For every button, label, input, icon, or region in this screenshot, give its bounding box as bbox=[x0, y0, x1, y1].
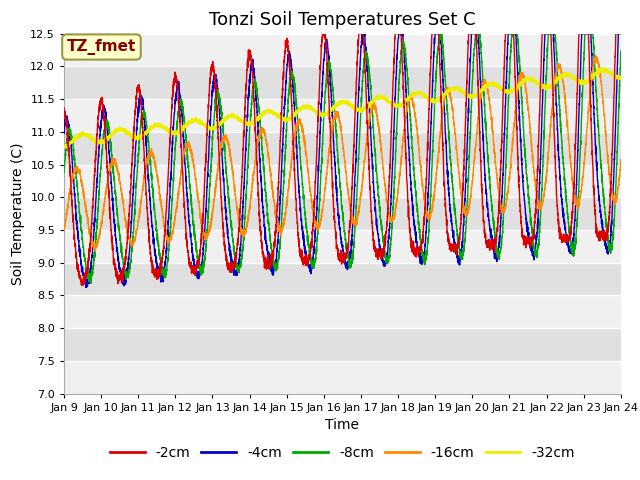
Bar bbox=[64, 66, 621, 99]
Legend: -2cm, -4cm, -8cm, -16cm, -32cm: -2cm, -4cm, -8cm, -16cm, -32cm bbox=[104, 441, 580, 466]
Bar bbox=[64, 34, 621, 66]
Bar bbox=[64, 165, 621, 197]
Bar bbox=[64, 328, 621, 361]
Bar bbox=[64, 361, 621, 394]
Title: Tonzi Soil Temperatures Set C: Tonzi Soil Temperatures Set C bbox=[209, 11, 476, 29]
Bar bbox=[64, 99, 621, 132]
Bar bbox=[64, 295, 621, 328]
Text: TZ_fmet: TZ_fmet bbox=[67, 39, 136, 55]
Bar bbox=[64, 197, 621, 230]
Bar bbox=[64, 132, 621, 165]
Y-axis label: Soil Temperature (C): Soil Temperature (C) bbox=[11, 143, 25, 285]
Bar bbox=[64, 263, 621, 295]
X-axis label: Time: Time bbox=[325, 418, 360, 432]
Bar bbox=[64, 230, 621, 263]
